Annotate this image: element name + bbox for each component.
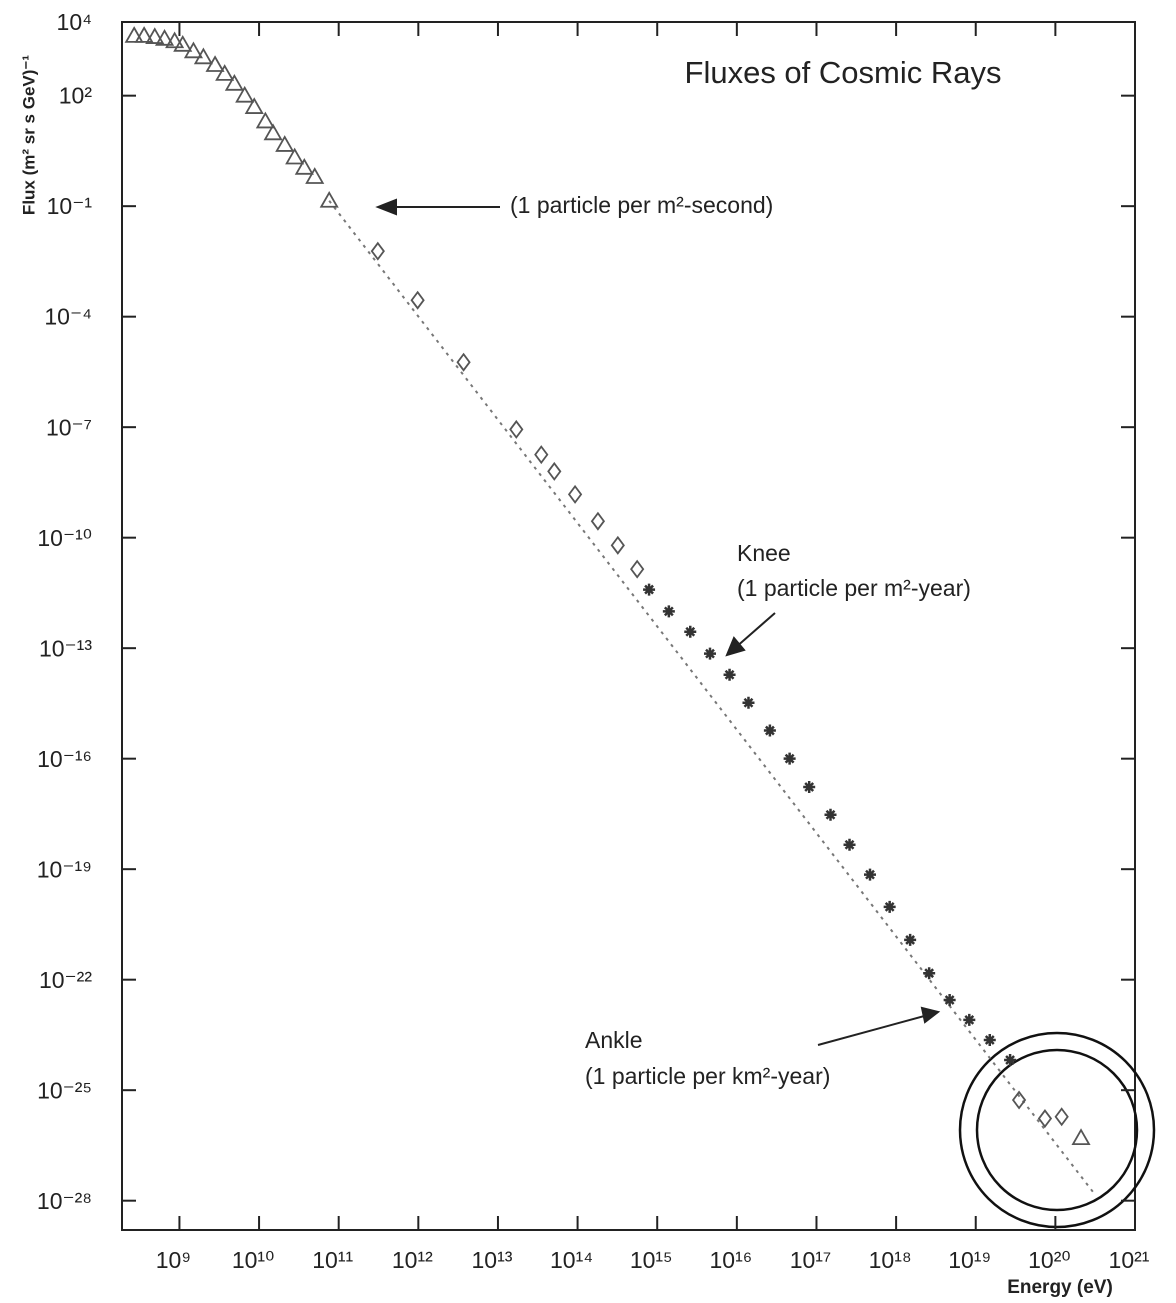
x-tick-label: 10¹¹ [312,1247,353,1273]
data-point [173,35,193,52]
data-point [610,535,625,555]
data-point [723,668,736,681]
y-tick-label: 10⁻²² [39,967,92,993]
x-tick-label: 10²⁰ [1028,1247,1070,1273]
data-point [509,419,524,439]
y-tick-label: 10⁻¹⁹ [37,856,92,882]
annotation: Ankle [585,1027,643,1053]
y-tick-label: 10⁻²⁵ [37,1077,92,1103]
data-point [183,41,204,59]
x-tick-label: 10¹⁸ [869,1247,912,1273]
annotation: (1 particle per km²-year) [585,1063,830,1089]
y-axis-label: Flux (m² sr s GeV)⁻¹ [19,55,38,215]
data-point [783,752,796,765]
data-point [824,808,837,821]
y-tick-label: 10⁻¹⁰ [37,525,92,551]
data-point [883,900,896,913]
data-point [1071,1128,1091,1145]
data-point [943,994,956,1007]
data-point [145,27,165,44]
x-tick-label: 10⁹ [156,1247,191,1273]
data-point [193,47,213,65]
data-point [244,97,264,114]
highlight-circle [975,1048,1139,1212]
data-point [224,73,244,91]
data-point [923,967,936,980]
data-point [410,290,425,310]
y-tick-label: 10⁴ [57,9,92,35]
x-tick-label: 10¹⁶ [709,1247,752,1273]
data-point [547,461,562,481]
data-point [263,123,283,141]
x-tick-label: 10¹² [392,1247,433,1273]
arrowhead [725,636,746,657]
annotation: (1 particle per m²-year) [737,575,971,601]
data-point [165,31,185,49]
plot-frame [121,21,1136,1231]
data-point [983,1034,996,1047]
data-point [684,625,697,638]
data-point [370,241,385,261]
y-tick-label: 10² [59,83,93,109]
data-point [1004,1054,1017,1066]
annotation: Knee [737,540,791,566]
data-point [590,511,606,531]
fit-line [328,200,1097,1196]
y-tick-label: 10⁻⁴ [44,304,92,330]
data-point [255,111,275,129]
y-tick-label: 10⁻¹³ [39,635,92,661]
arrow [817,1014,929,1046]
data-point [205,55,225,72]
highlight-circle [958,1031,1156,1229]
data-point [904,933,917,946]
y-tick-label: 10⁻⁷ [46,414,92,440]
data-point [275,135,295,152]
x-tick-label: 10¹⁴ [550,1247,593,1273]
data-point [534,445,549,465]
data-point [703,647,716,660]
data-point [294,157,314,175]
data-point [305,167,325,184]
arrowhead [920,1006,941,1024]
data-point [763,724,776,737]
data-point [662,605,675,618]
data-point [803,781,816,794]
data-point [742,696,755,709]
arrow [734,612,776,649]
x-tick-label: 10¹⁰ [232,1247,274,1273]
data-point [1037,1109,1053,1129]
arrowhead [375,198,397,216]
data-point [124,26,144,43]
annotation-arrows [375,198,941,1046]
data-point [630,559,645,579]
data-point [643,583,656,596]
data-point [215,64,235,81]
annotation: (1 particle per m²-second) [510,192,773,218]
data-point [963,1013,976,1026]
y-tick-label: 10⁻¹ [47,193,93,219]
x-tick-label: 10²¹ [1109,1247,1150,1273]
x-tick-label: 10¹⁵ [630,1247,673,1273]
y-tick-label: 10⁻²⁸ [37,1188,92,1214]
data-point [843,838,856,851]
data-point [235,85,255,103]
data-point [285,147,305,165]
x-tick-label: 10¹⁹ [948,1247,991,1273]
x-tick-label: 10¹³ [472,1247,513,1273]
y-tick-label: 10⁻¹⁶ [37,746,92,772]
chart-title: Fluxes of Cosmic Rays [685,55,1002,90]
x-tick-label: 10¹⁷ [790,1247,832,1273]
data-point [1054,1107,1069,1127]
x-axis-label: Energy (eV) [1007,1277,1113,1298]
data-point [134,26,154,43]
data-point [154,28,175,46]
data-point [863,868,876,881]
data-point [567,484,583,504]
data-point [456,352,471,372]
data-point [319,190,339,208]
data-point [1011,1090,1027,1110]
